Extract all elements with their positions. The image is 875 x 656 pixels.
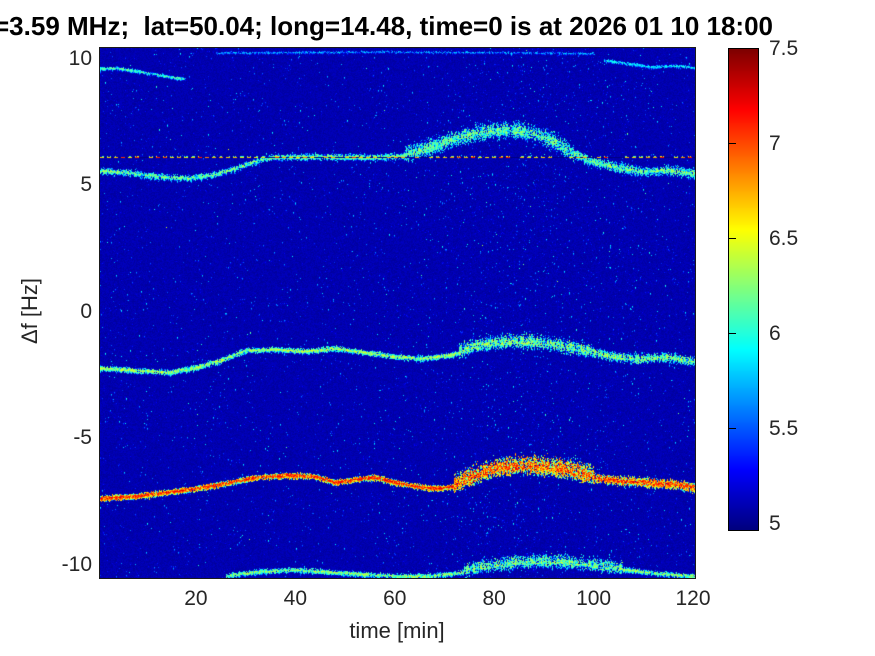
x-tick-label: 100 xyxy=(576,587,612,610)
colorbar-tick-label: 7 xyxy=(769,131,781,155)
spectrogram-heatmap xyxy=(99,47,696,579)
colorbar-tick-label: 6 xyxy=(769,321,781,345)
colorbar-tick-mark xyxy=(729,143,736,145)
x-tick-label: 80 xyxy=(482,587,506,610)
colorbar-tick-mark xyxy=(729,333,736,335)
x-tick-label: 60 xyxy=(383,587,407,610)
y-tick-label: 0 xyxy=(80,299,92,323)
x-tick-label: 40 xyxy=(283,587,308,610)
plot-title: =3.59 MHz; lat=50.04; long=14.48, time=0… xyxy=(0,11,774,41)
colorbar-tick-label: 6.5 xyxy=(769,226,799,250)
y-tick-label: -10 xyxy=(61,552,92,576)
colorbar-tick-label: 5 xyxy=(769,511,781,535)
colorbar xyxy=(728,48,759,531)
x-tick-label: 120 xyxy=(675,587,711,610)
colorbar-tick-label: 5.5 xyxy=(769,416,799,440)
colorbar-tick-mark xyxy=(729,428,736,430)
y-tick-label: 10 xyxy=(68,46,92,70)
colorbar-tick-label: 7.5 xyxy=(769,36,799,60)
colorbar-tick-mark xyxy=(729,238,736,240)
y-tick-label: 5 xyxy=(80,173,92,197)
y-tick-label: -5 xyxy=(73,426,92,450)
x-tick-label: 20 xyxy=(184,587,208,610)
x-axis-label: time [min] xyxy=(349,618,445,643)
